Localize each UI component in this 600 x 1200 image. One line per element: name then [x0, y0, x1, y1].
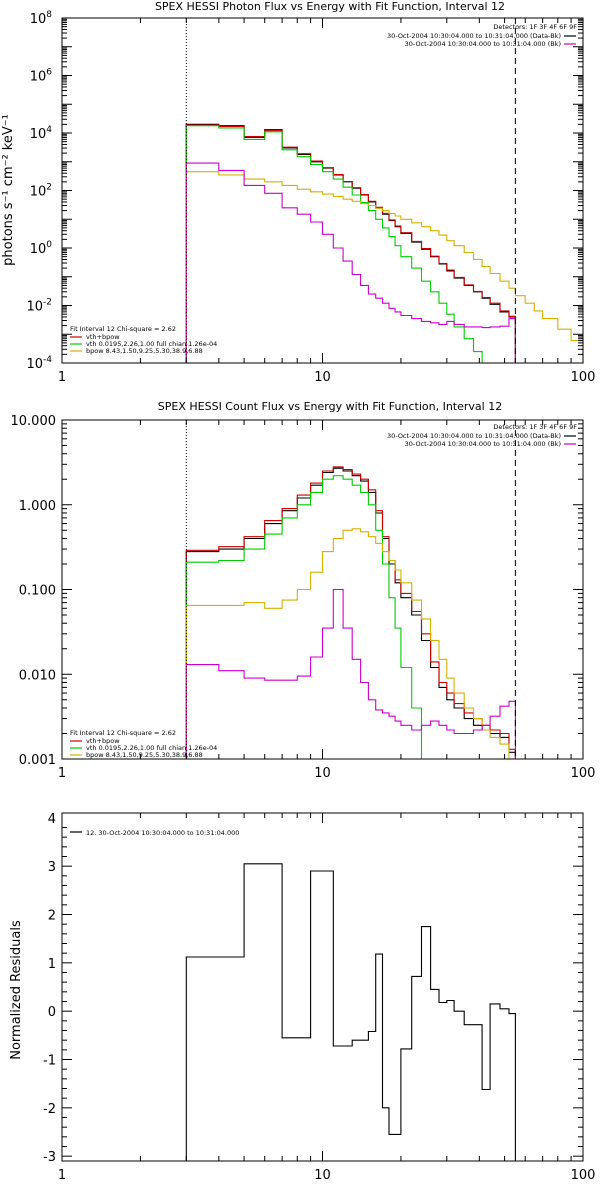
photon-y-tick-exp: 8 — [46, 10, 52, 20]
photon-y-tick-label: 108 — [30, 10, 53, 27]
photon-y-tick-exp: -4 — [43, 355, 52, 365]
residuals-x-tick-label: 10 — [314, 1168, 331, 1183]
count-axes: 1 10 100 0.001 0.010 0.100 1.000 10.000 — [11, 414, 596, 781]
count-series-data — [185, 467, 516, 759]
residuals-panel: 1 10 100 -3 -2 -1 0 1 2 3 4 Normalized Residuals 1… — [9, 812, 595, 1183]
photon-series-fit — [185, 124, 516, 363]
count-y-tick-label: 0.100 — [19, 584, 56, 599]
photon-y-tick-exp: 6 — [46, 68, 52, 78]
residuals-y-axis-label: Normalized Residuals — [9, 920, 24, 1060]
photon-flux-panel: SPEX HESSI Photon Flux vs Energy with Fi… — [1, 0, 595, 385]
residuals-series-group — [185, 863, 516, 1161]
residuals-y-tick-label: 3 — [48, 860, 56, 875]
photon-y-tick-base: 10 — [30, 70, 47, 85]
photon-y-tick-exp: 2 — [46, 183, 52, 193]
residuals-series-resid — [185, 863, 516, 1161]
count-series-bpow — [185, 528, 516, 760]
residuals-axes: 1 10 100 -3 -2 -1 0 1 2 3 4 — [43, 812, 595, 1183]
count-x-tick-label: 1 — [58, 766, 66, 781]
residuals-legend-label: 12. 30-Oct-2004 10:30:04.000 to 10:31:04… — [86, 829, 239, 837]
residuals-x-tick-label: 100 — [571, 1168, 596, 1183]
count-info-line-2: 30-Oct-2004 10:30:04.000 to 10:31:04.000… — [387, 432, 561, 440]
count-legend-label-1: vth+bpow — [86, 737, 120, 745]
photon-y-tick-exp: 4 — [46, 125, 52, 135]
count-legend-label-2: vth 0.0195,2.26,1.00 full chian 1.26e-04 — [86, 744, 217, 752]
photon-legend-label-1: vth+bpow — [86, 333, 120, 341]
photon-y-tick-exp: 0 — [46, 240, 52, 250]
count-series-fit — [185, 466, 516, 759]
residuals-y-tick-label: -1 — [43, 1054, 56, 1069]
count-x-tick-label: 100 — [571, 766, 596, 781]
residuals-x-tick-label: 1 — [58, 1168, 66, 1183]
photon-series-bk — [185, 162, 516, 363]
count-series-vth — [185, 475, 516, 760]
photon-y-tick-exp: -2 — [43, 298, 52, 308]
photon-x-tick-label: 10 — [314, 370, 331, 385]
photon-legend-title: Fit Interval 12 Chi-square = 2.62 — [70, 325, 176, 333]
count-legend-title: Fit Interval 12 Chi-square = 2.62 — [70, 729, 176, 737]
photon-series-vth — [185, 125, 516, 364]
count-y-tick-label: 0.010 — [19, 668, 56, 683]
count-legend: Fit Interval 12 Chi-square = 2.62 vth+bp… — [70, 729, 217, 759]
photon-info-line-1: Detectors: 1F 3F 4F 6F 9F — [493, 23, 577, 31]
photon-x-tick-label: 1 — [58, 370, 66, 385]
photon-y-tick-base: 10 — [30, 12, 47, 27]
residuals-y-tick-label: -3 — [43, 1150, 56, 1165]
photon-info-block: Detectors: 1F 3F 4F 6F 9F 30-Oct-2004 10… — [387, 23, 577, 48]
photon-y-tick-base: 10 — [30, 127, 47, 142]
photon-y-axis-label: photons s⁻¹ cm⁻² keV⁻¹ — [1, 114, 16, 266]
photon-y-tick-base: 10 — [26, 357, 43, 372]
count-info-block: Detectors: 1F 3F 4F 6F 9F 30-Oct-2004 10… — [387, 423, 577, 448]
photon-info-line-2: 30-Oct-2004 10:30:04.000 to 10:31:04.000… — [387, 32, 561, 40]
photon-info-line-3: 30-Oct-2004 10:30:04.000 to 10:31:04.000… — [405, 40, 561, 48]
photon-y-tick-label: 102 — [30, 183, 52, 200]
photon-series-group — [185, 123, 584, 364]
photon-legend-label-3: bpow 8.43,1.50,9.25,5.30,38.9,6.88 — [86, 347, 203, 355]
photon-y-tick-label: 100 — [30, 240, 53, 257]
count-legend-label-3: bpow 8.43,1.50,9.25,5.30,38.9,6.88 — [86, 751, 203, 759]
residuals-y-tick-label: -2 — [43, 1102, 56, 1117]
photon-series-bpow — [185, 171, 584, 363]
residuals-y-tick-label: 2 — [48, 909, 56, 924]
photon-vlines-group — [185, 18, 516, 363]
photon-y-tick-label: 104 — [30, 125, 53, 142]
count-vlines-group — [185, 420, 516, 759]
photon-y-tick-base: 10 — [30, 242, 47, 257]
photon-y-tick-base: 10 — [26, 300, 43, 315]
photon-y-tick-label: 106 — [30, 68, 53, 85]
photon-y-tick-base: 10 — [30, 185, 47, 200]
count-flux-panel: SPEX HESSI Count Flux vs Energy with Fit… — [11, 400, 596, 781]
photon-y-tick-label: 10-2 — [26, 298, 52, 315]
residuals-y-tick-label: 0 — [48, 1005, 56, 1020]
count-info-line-3: 30-Oct-2004 10:30:04.000 to 10:31:04.000… — [405, 440, 561, 448]
count-series-bk — [185, 588, 516, 759]
residuals-plot-frame — [61, 812, 584, 1162]
count-x-tick-label: 10 — [314, 766, 331, 781]
count-series-group — [185, 466, 516, 760]
count-y-tick-label: 1.000 — [19, 499, 56, 514]
count-y-tick-label: 0.001 — [19, 753, 56, 768]
photon-x-tick-label: 100 — [571, 370, 596, 385]
photon-legend-label-2: vth 0.0195,2.26,1.00 full chian 1.26e-04 — [86, 340, 217, 348]
photon-y-tick-label: 10-4 — [26, 355, 52, 372]
photon-chart-title: SPEX HESSI Photon Flux vs Energy with Fi… — [155, 0, 505, 13]
count-chart-title: SPEX HESSI Count Flux vs Energy with Fit… — [158, 400, 502, 413]
photon-legend: Fit Interval 12 Chi-square = 2.62 vth+bp… — [70, 325, 217, 355]
count-info-line-1: Detectors: 1F 3F 4F 6F 9F — [493, 423, 577, 431]
count-y-tick-label: 10.000 — [11, 414, 57, 429]
residuals-legend: 12. 30-Oct-2004 10:30:04.000 to 10:31:04… — [70, 829, 239, 837]
residuals-y-tick-label: 4 — [48, 812, 56, 827]
residuals-y-tick-label: 1 — [48, 957, 56, 972]
